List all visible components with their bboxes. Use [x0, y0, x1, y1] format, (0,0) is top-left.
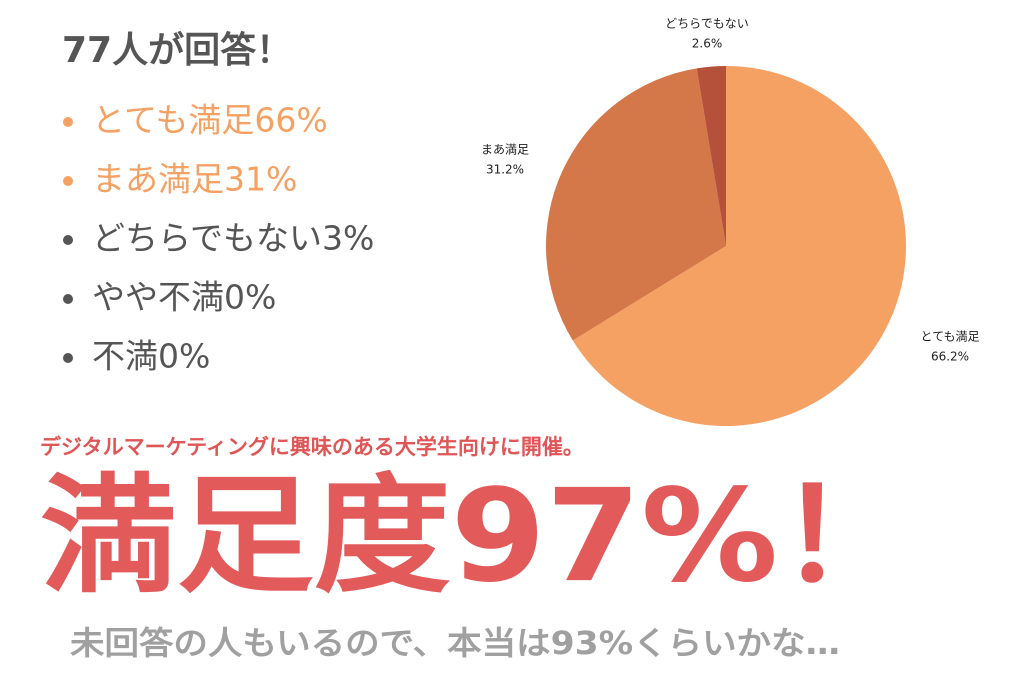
slice-label: とても満足 [920, 330, 979, 344]
heading: 77人が回答！ [62, 30, 292, 71]
footnote: 未回答の人もいるので、本当は93%くらいかな… [70, 624, 840, 662]
pie-slice [546, 68, 726, 341]
bullet-text: 不満0% [92, 337, 210, 376]
pie-slice [696, 66, 726, 246]
bullet-text: まあ満足31% [92, 160, 297, 199]
subheading: デジタルマーケティングに興味のある大学生向けに開催。 [40, 435, 584, 459]
bullet-dot [63, 294, 73, 304]
slice-value: 31.2% [486, 163, 524, 177]
bullet-dot [63, 176, 73, 186]
headline: 満足度97%！ [40, 462, 915, 611]
slice-label: まあ満足 [481, 143, 529, 157]
bullet-dot [63, 235, 73, 245]
pie-slice [572, 66, 907, 427]
bullet-dot [63, 117, 73, 127]
slice-value: 66.2% [931, 350, 969, 364]
slice-value: 2.6% [692, 37, 723, 51]
bullet-text: どちらでもない3% [92, 219, 374, 258]
bullet-text: やや不満0% [92, 278, 276, 317]
bullet-text: とても満足66% [92, 101, 328, 140]
slice-label: どちらでもない [665, 17, 749, 31]
bullet-dot [63, 353, 73, 363]
